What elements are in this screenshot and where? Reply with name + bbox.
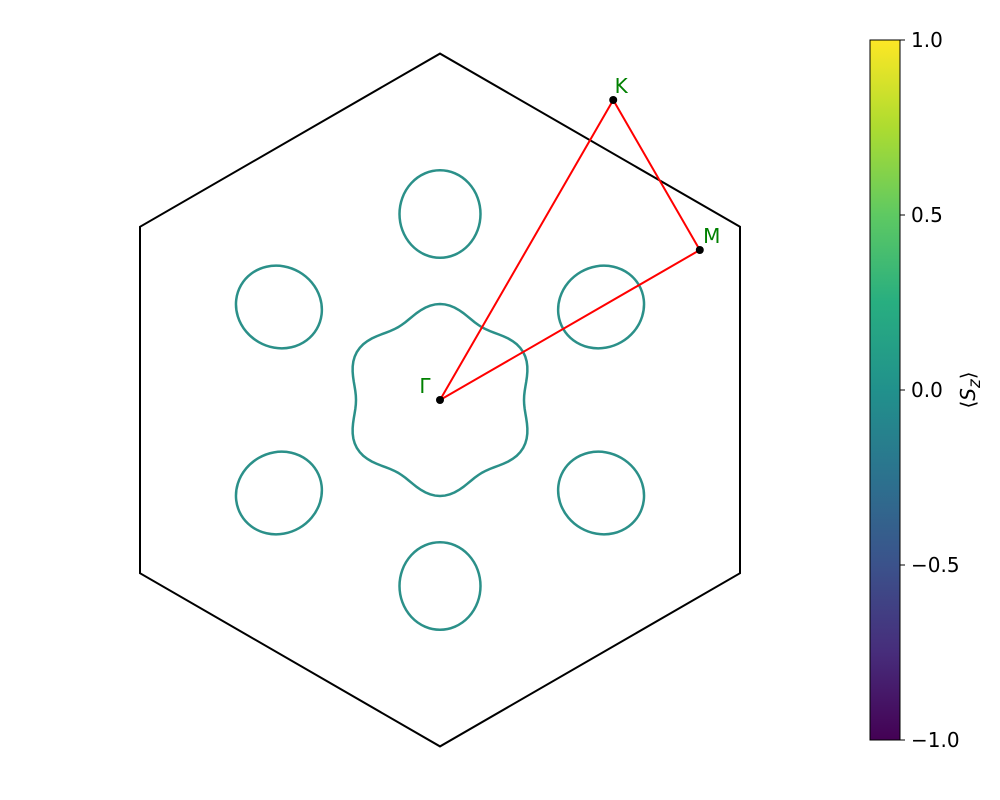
hs-label-k: K [615, 74, 628, 98]
colorbar [870, 40, 900, 740]
fermi-pocket-satellite [400, 542, 481, 629]
high-symmetry-path [440, 100, 700, 400]
colorbar-tick-label: −1.0 [911, 728, 960, 752]
colorbar-tick-label: 0.5 [911, 203, 943, 227]
bz-plot [60, 40, 820, 760]
colorbar-label: ⟨Sz⟩ [956, 371, 984, 408]
colorbar-gradient [870, 40, 900, 740]
hs-label-m: M [703, 224, 720, 248]
fermi-pocket-satellite [400, 170, 481, 257]
fermi-pocket-satellite [221, 436, 337, 550]
hs-point-gamma [436, 396, 444, 404]
colorbar-tick-label: −0.5 [911, 553, 960, 577]
hs-label-gamma: Γ [419, 374, 430, 398]
colorbar-tick-label: 0.0 [911, 378, 943, 402]
fermi-pocket-satellite [543, 436, 659, 550]
colorbar-tick-label: 1.0 [911, 28, 943, 52]
fermi-pocket-satellite [221, 250, 337, 364]
